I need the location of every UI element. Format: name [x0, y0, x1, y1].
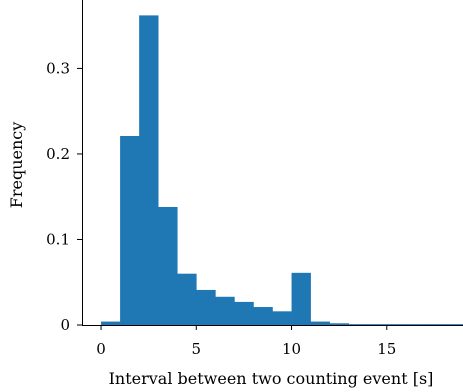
axes-group	[82, 0, 463, 326]
x-axis-label: Interval between two counting event [s]	[109, 369, 434, 388]
y-tick-label-1: 0.1	[46, 230, 70, 248]
x-tick-label-2: 10	[282, 340, 301, 358]
histogram-bar-10	[291, 272, 311, 325]
histogram-bar-16	[405, 324, 426, 325]
x-tick-label-1: 5	[192, 340, 202, 358]
histogram-bar-3	[158, 206, 178, 325]
histogram-bar-15	[386, 324, 407, 325]
histogram-bar-5	[196, 289, 216, 325]
histogram-bar-1	[120, 135, 140, 325]
histogram-bar-2	[139, 15, 159, 325]
histogram-bar-17	[424, 324, 445, 325]
y-tick-label-0: 0	[60, 316, 70, 334]
histogram-bar-9	[272, 311, 292, 325]
histogram-bar-0	[101, 321, 121, 325]
histogram-bar-13	[348, 324, 369, 325]
histogram-bar-4	[177, 273, 197, 325]
bars-group	[101, 15, 463, 325]
y-tick-label-3: 0.3	[46, 59, 70, 77]
x-tick-label-0: 0	[96, 340, 106, 358]
histogram-bar-18	[443, 324, 463, 325]
y-axis-label: Frequency	[7, 122, 26, 209]
histogram-bar-6	[215, 296, 235, 325]
histogram-bar-7	[234, 301, 254, 325]
histogram-bar-14	[367, 324, 388, 325]
histogram-bar-12	[329, 323, 349, 325]
ticks-group: 0 5 10 15 0 0.1 0.2 0.3	[46, 59, 396, 358]
x-tick-label-3: 15	[377, 340, 396, 358]
histogram-bar-8	[253, 307, 273, 325]
histogram-bar-11	[310, 321, 330, 325]
y-tick-label-2: 0.2	[46, 145, 70, 163]
